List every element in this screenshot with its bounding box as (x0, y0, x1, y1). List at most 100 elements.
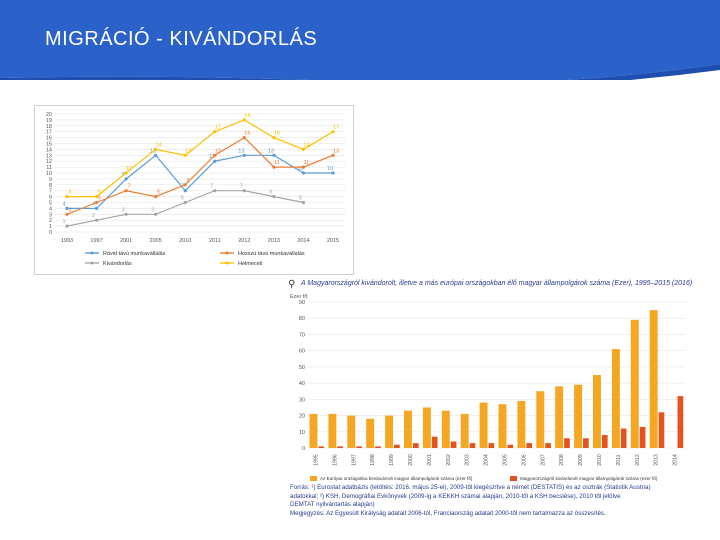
bar (347, 415, 356, 448)
bar (583, 438, 589, 448)
bar (309, 413, 318, 448)
bar (450, 441, 457, 448)
data-label: 10 (297, 166, 303, 172)
data-point (94, 218, 99, 222)
bar (441, 410, 450, 448)
bar-chart-notes: Forrás: ¹) Eurostat adatbázis (letöltés:… (290, 484, 694, 518)
data-point (272, 165, 276, 169)
legend-marker (225, 251, 229, 255)
zoom-icon[interactable]: ⚲ (288, 279, 296, 290)
data-point (154, 195, 158, 199)
data-point (124, 177, 128, 181)
bar (412, 443, 419, 448)
bar (498, 404, 507, 448)
slide-title: MIGRÁCIÓ - KIVÁNDORLÁS (45, 28, 318, 50)
bar (517, 400, 526, 448)
bar (375, 446, 381, 448)
series-line (67, 119, 334, 198)
bar (488, 443, 495, 448)
bar (658, 412, 665, 448)
bar (593, 375, 601, 448)
x-tick-label: 1997 (351, 454, 357, 466)
x-tick-label: 2000 (408, 454, 414, 466)
y-tick-label: 40 (299, 381, 305, 387)
data-label: 5 (181, 196, 184, 202)
y-tick-label: 70 (299, 332, 305, 338)
y-tick-label: 60 (299, 349, 305, 355)
y-tick-label: 15 (46, 142, 52, 148)
y-tick-label: 90 (299, 300, 305, 306)
data-label: 13 (215, 148, 221, 154)
data-point (183, 189, 187, 193)
data-point (94, 195, 99, 199)
bar (536, 391, 545, 448)
y-tick-label: 16 (46, 136, 52, 142)
data-point (154, 153, 158, 157)
data-point (65, 224, 69, 228)
data-point (183, 183, 187, 187)
data-point (65, 195, 69, 199)
legend-marker (90, 251, 94, 255)
x-tick-label: 1995 (313, 454, 319, 466)
data-label: 11 (274, 160, 280, 166)
data-label: 16 (244, 131, 250, 137)
bar (431, 436, 438, 448)
legend-label: Kivándorlás (103, 261, 132, 267)
bar (630, 319, 639, 448)
data-point (301, 200, 306, 205)
y-tick-label: 14 (46, 147, 52, 153)
bar (620, 428, 627, 448)
data-point (213, 189, 217, 193)
bar (611, 349, 620, 448)
y-tick-label: 9 (49, 177, 52, 183)
bar (356, 446, 362, 448)
bar (601, 435, 608, 448)
data-label: 5 (98, 190, 101, 196)
data-label: 7 (210, 184, 213, 190)
note-line: DEMTAT nyilvántartás alapján) (290, 501, 375, 509)
x-tick-label: 2002 (446, 454, 452, 466)
x-tick-label: 2004 (484, 454, 490, 466)
data-label: 14 (156, 142, 162, 148)
data-label: 13 (185, 148, 191, 154)
y-tick-label: 4 (49, 206, 52, 212)
x-tick-label: 1993 (61, 238, 73, 244)
data-point (213, 153, 217, 157)
x-tick-label: 2003 (465, 454, 471, 466)
x-tick-label: 2008 (559, 454, 565, 466)
data-label: 19 (244, 113, 250, 119)
data-label: 10 (327, 166, 333, 172)
data-point (242, 189, 246, 193)
x-tick-label: 2014 (297, 238, 309, 244)
y-tick-label: 20 (46, 112, 52, 118)
data-label: 10 (126, 166, 132, 172)
y-tick-label: 18 (46, 124, 52, 130)
data-point (154, 147, 158, 151)
data-point (94, 206, 99, 210)
data-point (242, 136, 246, 140)
bar (639, 426, 646, 448)
data-label: 7 (240, 184, 243, 190)
x-tick-label: 2006 (521, 454, 527, 466)
y-tick-label: 13 (46, 153, 52, 159)
bar (526, 443, 533, 448)
data-point (272, 153, 276, 157)
data-label: 1 (62, 219, 65, 225)
x-tick-label: 1999 (389, 454, 395, 466)
bar (318, 446, 325, 448)
legend-label: Hosszú távú munkavállalás (238, 251, 305, 257)
x-tick-label: 2013 (268, 238, 280, 244)
bar (337, 446, 344, 448)
data-label: 3 (122, 207, 125, 213)
legend-swatch (510, 476, 517, 481)
data-point (272, 136, 276, 140)
data-label: 13 (238, 148, 244, 154)
series-line (66, 136, 334, 215)
data-point (301, 147, 306, 151)
data-label: 12 (209, 154, 215, 160)
legend-marker (225, 261, 229, 265)
x-tick-label: 2012 (635, 454, 641, 466)
data-label: 13 (268, 148, 274, 154)
